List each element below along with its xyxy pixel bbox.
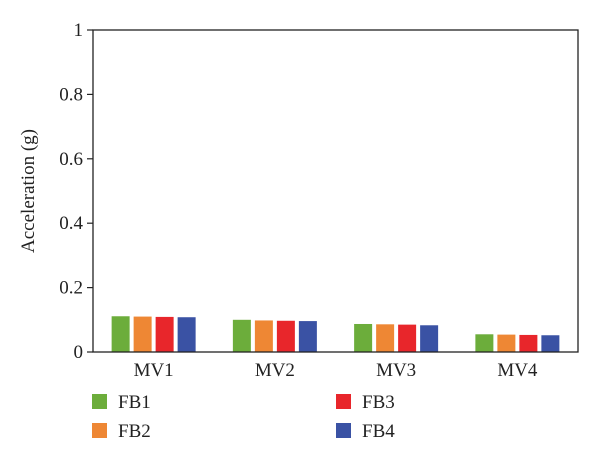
legend-swatch-fb3	[336, 394, 351, 409]
x-category-label: MV3	[376, 360, 416, 381]
bar-fb4-mv3	[420, 325, 439, 352]
y-axis-title: Acceleration (g)	[18, 129, 39, 253]
y-tick-label: 0.8	[59, 84, 83, 105]
bar-fb1-mv2	[232, 319, 251, 352]
legend-label-fb2: FB2	[118, 421, 151, 442]
y-tick-label: 1	[74, 20, 84, 41]
bar-fb3-mv1	[155, 316, 174, 352]
bar-fb2-mv1	[133, 316, 152, 352]
bar-fb1-mv4	[475, 334, 494, 352]
legend-swatch-fb1	[92, 394, 107, 409]
bar-fb1-mv3	[354, 323, 373, 352]
bar-fb3-mv3	[398, 324, 417, 352]
y-tick-label: 0	[74, 342, 84, 363]
bar-fb3-mv2	[276, 320, 295, 352]
bar-fb3-mv4	[519, 334, 538, 352]
y-tick-label: 0.2	[59, 278, 83, 299]
x-category-label: MV1	[134, 360, 174, 381]
bar-fb2-mv4	[497, 334, 516, 352]
bars	[111, 316, 560, 352]
x-axis-category-labels: MV1 MV2 MV3 MV4	[134, 360, 538, 381]
y-tick-label: 0.4	[59, 213, 83, 234]
bar-fb2-mv2	[254, 320, 273, 352]
bar-fb4-mv2	[298, 321, 317, 352]
bar-fb4-mv1	[177, 317, 196, 352]
bar-fb2-mv3	[376, 324, 395, 352]
bar-fb4-mv4	[541, 335, 560, 352]
plot-frame	[92, 29, 579, 353]
legend-label-fb3: FB3	[362, 392, 395, 413]
legend-swatch-fb4	[336, 423, 351, 438]
bar-fb1-mv1	[111, 316, 130, 352]
x-category-label: MV2	[255, 360, 295, 381]
legend-label-fb1: FB1	[118, 392, 151, 413]
x-category-label: MV4	[497, 360, 538, 381]
legend: FB1 FB2 FB3 FB4	[92, 392, 395, 442]
legend-label-fb4: FB4	[362, 421, 395, 442]
y-axis-ticks: 0 0.2 0.4 0.6 0.8 1	[59, 20, 93, 363]
y-tick-label: 0.6	[59, 149, 83, 170]
legend-swatch-fb2	[92, 423, 107, 438]
